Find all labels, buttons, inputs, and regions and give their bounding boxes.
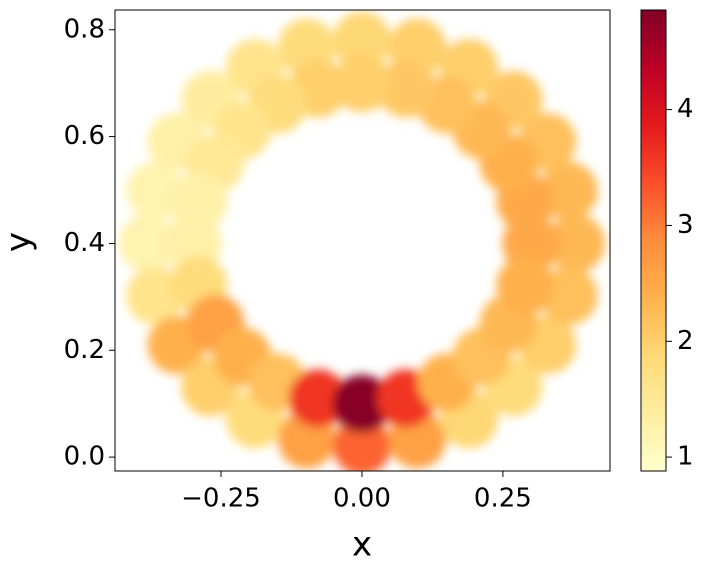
- point: [547, 214, 606, 273]
- colorbar-tick-label: 4: [677, 94, 694, 124]
- point: [332, 54, 391, 113]
- y-axis-label: y: [0, 232, 39, 252]
- point: [376, 59, 435, 118]
- y-tick-label: 0.4: [64, 228, 105, 258]
- x-tick-label: −0.25: [181, 484, 261, 514]
- point: [332, 417, 391, 471]
- plot-frame: [114, 9, 611, 472]
- colorbar-tick-label: 2: [677, 326, 694, 356]
- x-axis-label: x: [352, 525, 372, 565]
- point: [332, 11, 391, 70]
- colorbar-tick-label: 3: [677, 210, 694, 240]
- point: [126, 162, 185, 221]
- x-tick-label: 0.25: [474, 484, 532, 514]
- y-tick-label: 0.8: [64, 14, 105, 44]
- colorbar-tick-label: 1: [677, 442, 694, 472]
- points: [118, 11, 606, 471]
- point: [332, 374, 391, 433]
- point: [496, 256, 555, 315]
- y-tick-label: 0.6: [64, 121, 105, 151]
- point: [288, 369, 347, 428]
- point: [539, 162, 598, 221]
- point: [126, 266, 185, 325]
- point: [118, 214, 177, 273]
- point: [539, 266, 598, 325]
- colorbar: [640, 9, 667, 472]
- y-tick-label: 0.0: [64, 442, 105, 472]
- x-tick-label: 0.00: [333, 484, 391, 514]
- y-tick-label: 0.2: [64, 335, 105, 365]
